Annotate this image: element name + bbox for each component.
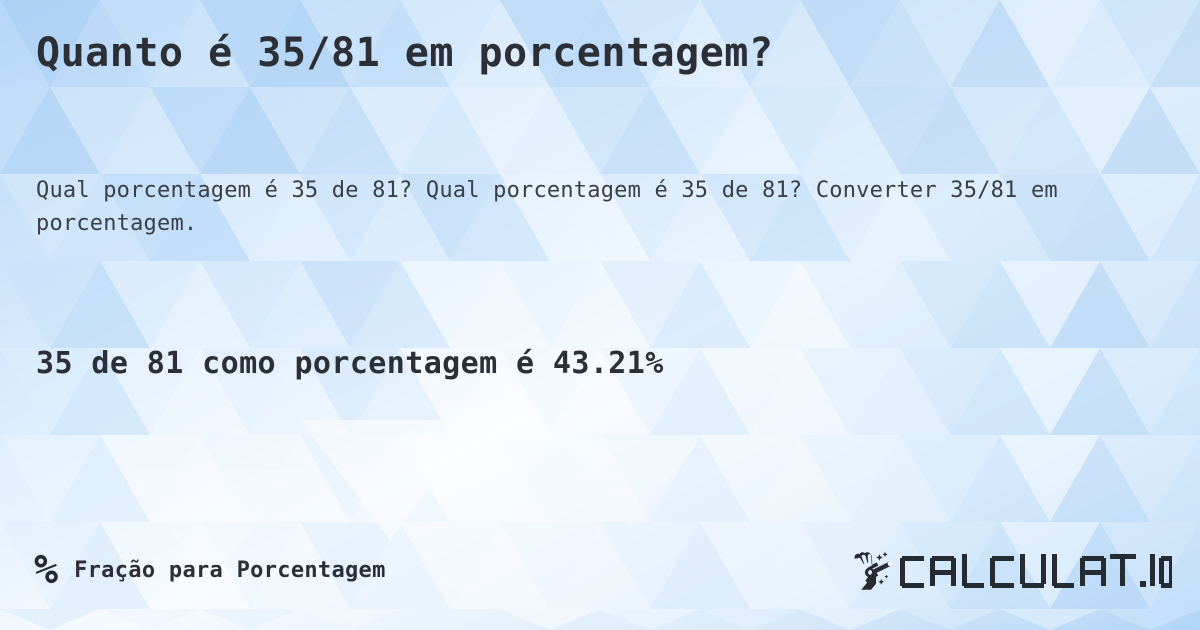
result-statement: 35 de 81 como porcentagem é 43.21% <box>36 346 664 381</box>
brand-wordmark <box>900 550 1172 594</box>
page-title: Quanto é 35/81 em porcentagem? <box>36 30 774 76</box>
footer-category: % Fração para Porcentagem <box>34 548 386 592</box>
page-description: Qual porcentagem é 35 de 81? Qual porcen… <box>36 178 1058 236</box>
footer-category-label: Fração para Porcentagem <box>74 557 386 583</box>
percent-icon: % <box>34 547 59 593</box>
brand-logo[interactable] <box>848 550 1172 594</box>
magic-wand-hand-icon <box>854 551 892 590</box>
